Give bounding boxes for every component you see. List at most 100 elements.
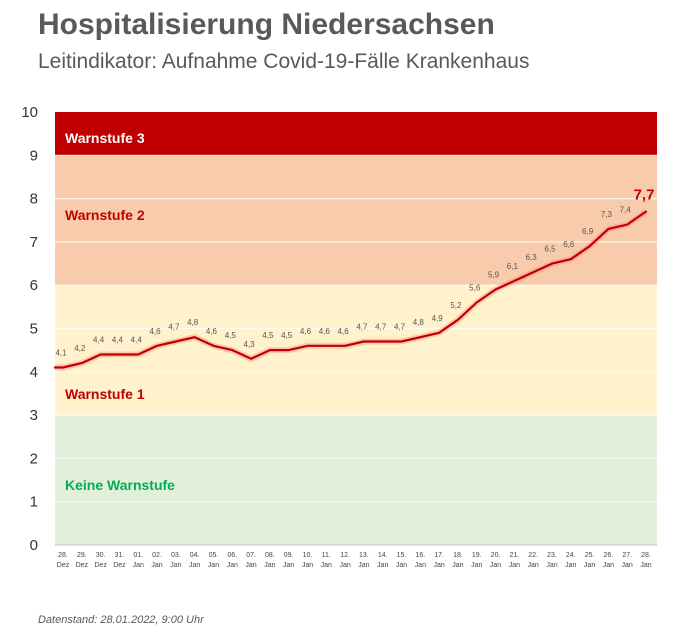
x-tick-day: 10. xyxy=(303,552,313,559)
x-tick-day: 28. xyxy=(58,552,68,559)
x-tick-month: Jan xyxy=(227,562,238,569)
x-tick-month: Jan xyxy=(584,562,595,569)
x-tick-month: Jan xyxy=(640,562,651,569)
x-tick-day: 20. xyxy=(491,552,501,559)
data-point xyxy=(54,366,56,369)
x-tick-month: Jan xyxy=(396,562,407,569)
x-tick-day: 03. xyxy=(171,552,181,559)
y-tick-5: 5 xyxy=(30,321,38,338)
data-point xyxy=(137,353,140,356)
data-label: 4,4 xyxy=(131,335,143,344)
x-tick-month: Jan xyxy=(603,562,614,569)
data-point xyxy=(363,340,365,343)
data-point xyxy=(231,349,234,351)
y-tick-6: 6 xyxy=(30,277,38,294)
data-label: 6,1 xyxy=(507,262,519,271)
x-tick-day: 04. xyxy=(190,552,200,559)
data-label: 5,6 xyxy=(469,284,481,293)
x-tick-day: 15. xyxy=(397,552,407,559)
x-tick-month: Jan xyxy=(189,562,200,569)
data-point xyxy=(344,345,346,347)
data-point xyxy=(156,345,158,347)
data-label: 4,8 xyxy=(187,318,199,327)
band-label-warnstufe-1: Warnstufe 1 xyxy=(65,386,145,402)
gridlines xyxy=(55,154,657,546)
x-tick-month: Jan xyxy=(415,562,426,569)
x-tick-month: Jan xyxy=(528,562,539,569)
x-tick-month: Jan xyxy=(321,562,332,569)
data-point xyxy=(419,336,422,338)
data-label: 4,6 xyxy=(338,327,350,336)
y-tick-9: 9 xyxy=(30,147,38,164)
data-point xyxy=(269,349,271,351)
data-point xyxy=(438,332,440,334)
x-tick-month: Jan xyxy=(490,562,501,569)
x-tick-month: Jan xyxy=(302,562,313,569)
x-tick-day: 22. xyxy=(528,552,538,559)
x-tick-month: Jan xyxy=(452,562,463,569)
data-point xyxy=(212,345,215,347)
band-label-keine-warnstufe: Keine Warnstufe xyxy=(65,477,175,493)
data-point xyxy=(551,262,553,265)
y-axis: 0 1 2 3 4 5 6 7 8 9 10 xyxy=(21,104,38,554)
y-tick-2: 2 xyxy=(30,450,38,467)
data-label: 4,7 xyxy=(356,322,368,331)
data-label: 4,7 xyxy=(168,322,180,331)
data-point xyxy=(569,258,572,261)
data-label: 6,3 xyxy=(526,253,538,262)
y-tick-0: 0 xyxy=(30,537,38,554)
data-point xyxy=(118,353,121,356)
x-tick-month: Jan xyxy=(565,562,576,569)
x-tick-day: 28. xyxy=(641,552,651,559)
data-label: 4,7 xyxy=(394,322,406,331)
data-label: 6,5 xyxy=(544,245,556,254)
x-tick-day: 30. xyxy=(96,552,106,559)
x-tick-day: 12. xyxy=(340,552,350,559)
x-tick-day: 18. xyxy=(453,552,463,559)
data-label: 4,7 xyxy=(375,322,387,331)
data-point xyxy=(81,362,83,364)
data-point xyxy=(494,288,497,291)
data-point xyxy=(99,353,102,356)
data-point xyxy=(325,345,328,347)
data-point xyxy=(607,228,610,230)
x-tick-day: 26. xyxy=(604,552,614,559)
x-tick-day: 08. xyxy=(265,552,275,559)
data-label: 6,6 xyxy=(563,240,575,249)
x-tick-day: 21. xyxy=(509,552,519,559)
data-label: 4,1 xyxy=(55,348,67,357)
x-tick-day: 24. xyxy=(566,552,576,559)
data-point xyxy=(475,301,478,304)
x-tick-day: 25. xyxy=(585,552,595,559)
x-tick-month: Jan xyxy=(245,562,256,569)
x-tick-day: 27. xyxy=(622,552,632,559)
x-tick-day: 02. xyxy=(152,552,162,559)
data-point xyxy=(513,280,516,282)
x-tick-month: Jan xyxy=(339,562,350,569)
data-label: 4,4 xyxy=(112,335,124,344)
x-tick-month: Jan xyxy=(283,562,294,569)
y-tick-4: 4 xyxy=(30,364,38,381)
y-tick-8: 8 xyxy=(30,191,38,208)
band-label-warnstufe-3: Warnstufe 3 xyxy=(65,130,145,146)
x-tick-day: 19. xyxy=(472,552,482,559)
data-point xyxy=(193,336,196,338)
data-point xyxy=(457,319,459,321)
x-tick-day: 06. xyxy=(227,552,237,559)
data-point xyxy=(381,340,384,343)
chart-subtitle: Leitindikator: Aufnahme Covid-19-Fälle K… xyxy=(38,50,530,73)
x-tick-month: Jan xyxy=(264,562,275,569)
data-label: 4,6 xyxy=(149,327,161,336)
data-label: 6,9 xyxy=(582,227,594,236)
x-tick-day: 29. xyxy=(77,552,87,559)
x-tick-month: Jan xyxy=(208,562,219,569)
x-tick-month: Jan xyxy=(471,562,482,569)
x-tick-day: 17. xyxy=(434,552,444,559)
data-label: 4,6 xyxy=(206,327,218,336)
data-point xyxy=(400,340,403,343)
x-tick-day: 01. xyxy=(133,552,143,559)
data-point xyxy=(532,271,534,274)
x-tick-day: 09. xyxy=(284,552,294,559)
chart-title: Hospitalisierung Niedersachsen xyxy=(38,8,495,41)
x-tick-month: Jan xyxy=(433,562,444,569)
